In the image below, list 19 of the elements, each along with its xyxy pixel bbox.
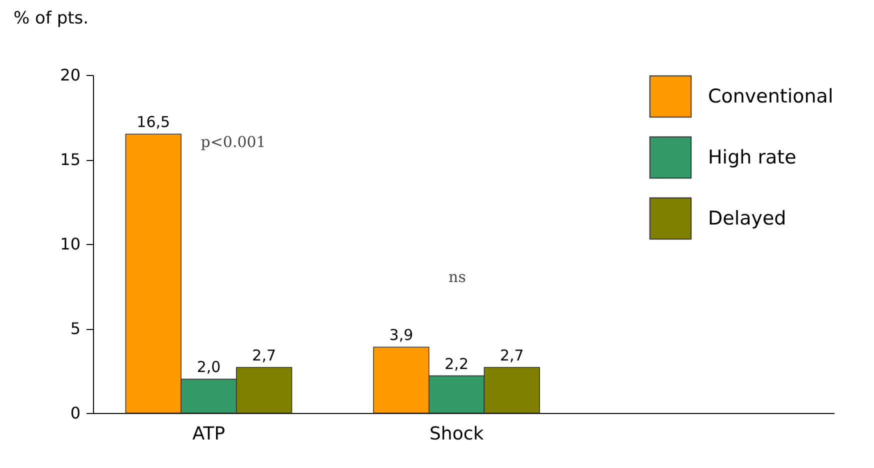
y-tick-label: 15 [60,150,80,169]
data-label: 16,5 [136,113,170,132]
data-label: 2,2 [444,354,468,373]
legend-label: High rate [708,146,796,168]
data-label: 2,7 [252,346,276,364]
y-axis-title: % of pts. [14,8,89,28]
x-tick-label: ATP [192,424,226,444]
y-tick-label: 10 [60,234,80,254]
legend-label: Delayed [708,208,786,230]
annotation: ns [448,268,466,286]
x-tick-label: Shock [429,424,484,444]
data-label: 2,7 [500,346,524,364]
data-label: 3,9 [389,326,414,344]
y-tick-label: 0 [70,404,80,422]
y-tick-label: 20 [60,66,80,84]
data-label: 2,0 [196,358,221,376]
y-tick-label: 5 [70,319,80,338]
annotation: p<0.001 [200,133,266,151]
legend-label: Conventional [708,86,834,108]
